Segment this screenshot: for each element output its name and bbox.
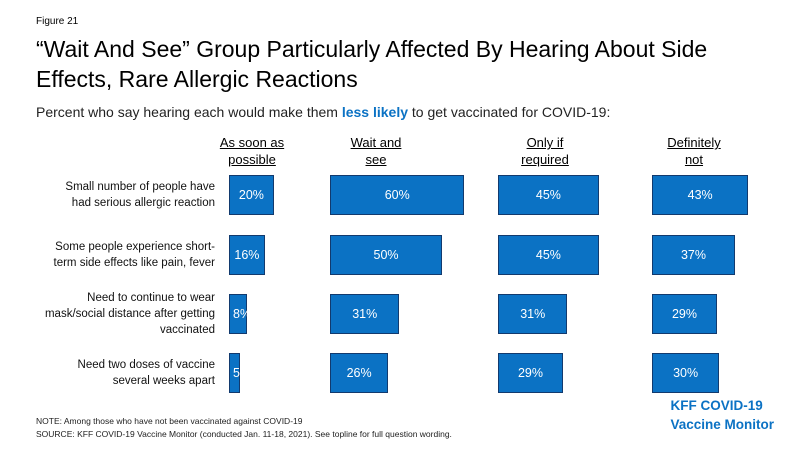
- bar: [330, 235, 442, 275]
- source-text: SOURCE: KFF COVID-19 Vaccine Monitor (co…: [36, 429, 452, 439]
- kff-logo: KFF COVID-19 Vaccine Monitor: [670, 396, 774, 434]
- category-label-line: term side effects like pain, fever: [53, 257, 216, 269]
- column-header-line: possible: [228, 152, 276, 167]
- column-header-line: Only if: [526, 135, 564, 150]
- category-label: Need to continue to wear mask/social dist…: [0, 290, 215, 338]
- bar: [498, 175, 599, 215]
- bar: [330, 294, 400, 334]
- column-header: Only if required: [521, 134, 569, 168]
- column-header-line: As soon as: [219, 135, 285, 150]
- figure-label: Figure 21: [36, 16, 79, 27]
- subtitle-before: Percent who say hearing each would make …: [36, 104, 342, 120]
- bar: [498, 235, 599, 275]
- chart-title: “Wait And See” Group Particularly Affect…: [36, 36, 708, 92]
- category-label-line: vaccinated: [160, 324, 215, 336]
- note-text: NOTE: Among those who have not been vacc…: [36, 416, 303, 426]
- category-label-line: Some people experience short-: [55, 241, 215, 253]
- bar: [652, 294, 717, 334]
- column-header: Wait and see: [351, 134, 402, 168]
- column-header-line: required: [521, 152, 569, 167]
- category-label-line: Small number of people have: [65, 181, 215, 193]
- logo-line-2: Vaccine Monitor: [670, 417, 774, 432]
- category-label-line: several weeks apart: [112, 375, 215, 387]
- logo-line-1: KFF COVID-19: [670, 398, 763, 413]
- category-label: Some people experience short-term side e…: [0, 239, 216, 271]
- category-label-line: Need to continue to wear: [87, 292, 215, 304]
- column-header-line: see: [365, 152, 387, 167]
- category-label-line: mask/social distance after getting: [44, 308, 215, 320]
- category-label-line: had serious allergic reaction: [71, 197, 215, 209]
- bar: [498, 353, 563, 393]
- bar: [652, 235, 735, 275]
- bar: [330, 175, 465, 215]
- footnote: NOTE: Among those who have not been vacc…: [36, 415, 452, 441]
- bar: [229, 353, 241, 393]
- subtitle-highlight: less likely: [341, 104, 409, 120]
- category-label-line: Need two doses of vaccine: [77, 359, 215, 371]
- bar: [652, 175, 749, 215]
- bar: [229, 294, 247, 334]
- column-header-line: Wait and: [350, 135, 402, 150]
- bar: [652, 353, 720, 393]
- chart-subtitle: Percent who say hearing each would make …: [36, 104, 610, 120]
- column-header-line: not: [684, 152, 704, 167]
- bar: [330, 353, 389, 393]
- category-label: Small number of people have had serious a…: [0, 179, 215, 211]
- subtitle-after: to get vaccinated for COVID-19:: [408, 104, 611, 120]
- bar: [229, 175, 274, 215]
- column-header-line: Definitely: [667, 135, 721, 150]
- bar: [498, 294, 568, 334]
- bar: [229, 235, 265, 275]
- column-header: As soon as possible: [220, 134, 284, 168]
- column-header: Definitely not: [667, 134, 720, 168]
- category-label: Need two doses of vaccine several weeks a…: [0, 357, 215, 389]
